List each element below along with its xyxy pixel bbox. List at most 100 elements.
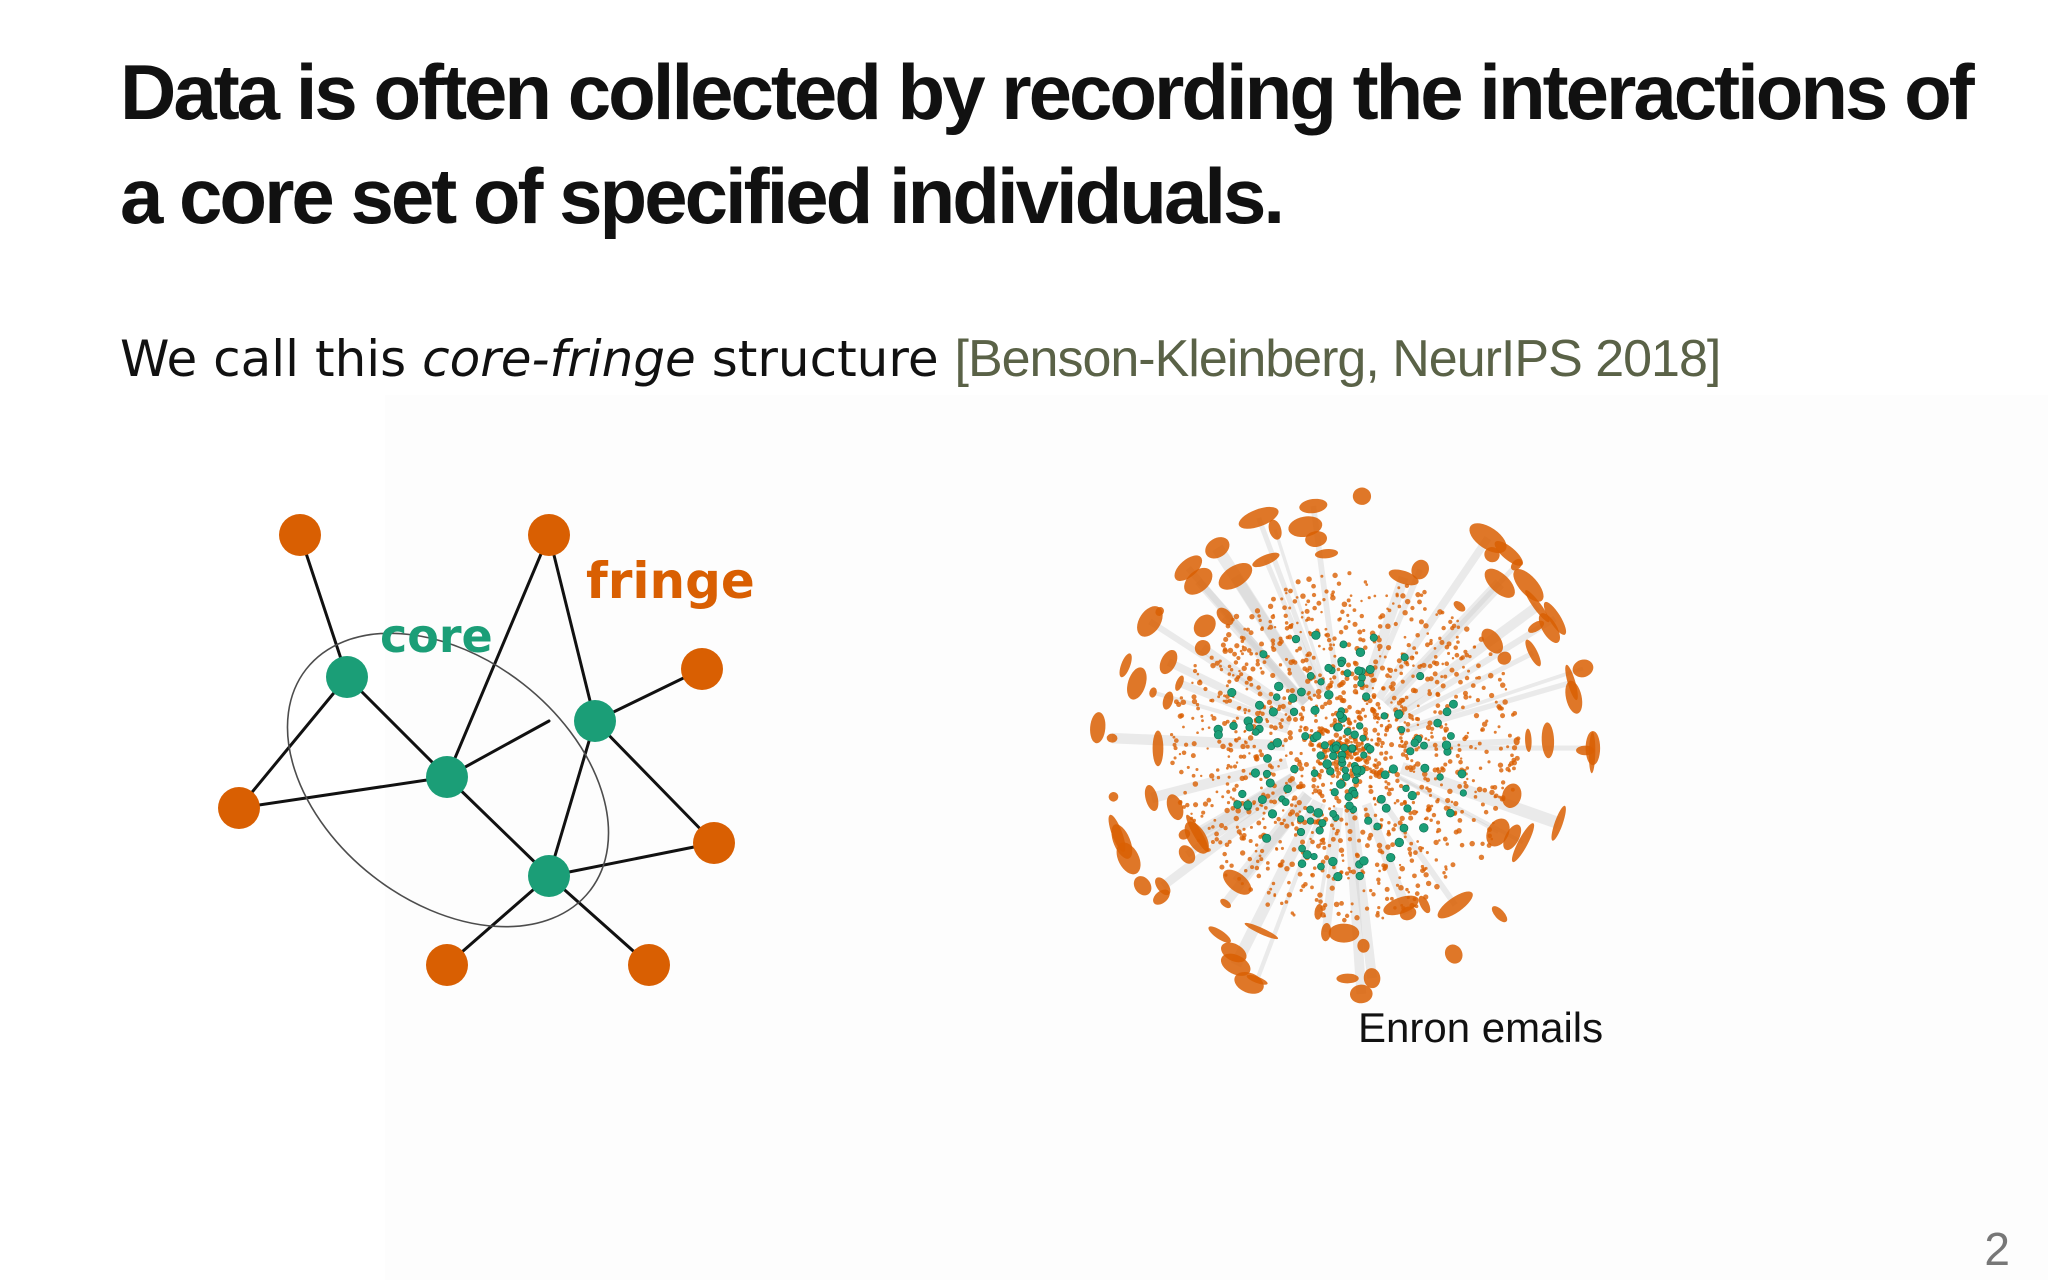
enron-fringe-dot: [1516, 736, 1521, 741]
enron-fringe-dot: [1198, 679, 1202, 683]
enron-fringe-dot: [1398, 876, 1402, 880]
enron-core-node: [1420, 741, 1428, 750]
enron-fringe-dot: [1211, 825, 1215, 829]
enron-core-node: [1394, 709, 1404, 719]
enron-fringe-dot: [1270, 638, 1276, 644]
enron-fringe-dot: [1464, 675, 1470, 681]
enron-fringe-dot: [1279, 758, 1283, 762]
enron-fringe-dot: [1209, 773, 1215, 779]
enron-fringe-dot: [1395, 883, 1400, 887]
enron-fringe-dot: [1349, 594, 1353, 597]
enron-fringe-dot: [1250, 865, 1255, 870]
enron-fringe-dot: [1229, 765, 1233, 769]
enron-core-node: [1298, 844, 1306, 853]
enron-fringe-dot: [1227, 755, 1231, 758]
enron-fringe-dot: [1500, 713, 1506, 719]
enron-fringe-dot: [1311, 592, 1317, 598]
fringe-node: [218, 787, 260, 829]
enron-fringe-dot: [1408, 851, 1413, 856]
enron-fringe-dot: [1191, 741, 1197, 747]
enron-fringe-dot: [1492, 784, 1498, 790]
enron-fringe-dot: [1244, 662, 1249, 667]
enron-fringe-dot: [1448, 619, 1453, 625]
enron-core-node: [1324, 663, 1333, 673]
enron-fringe-dot: [1488, 652, 1493, 657]
enron-fringe-dot: [1462, 665, 1465, 669]
enron-fringe-dot: [1330, 712, 1335, 717]
enron-fringe-dot: [1430, 804, 1434, 808]
enron-fringe-dot: [1233, 613, 1240, 620]
enron-fringe-dot: [1354, 852, 1359, 857]
enron-fringe-dot: [1320, 762, 1323, 766]
enron-fringe-dot: [1487, 672, 1494, 679]
enron-fringe-dot: [1332, 865, 1336, 870]
enron-fringe-dot: [1256, 685, 1261, 690]
enron-fringe-dot: [1221, 795, 1225, 799]
enron-fringe-dot: [1385, 644, 1392, 651]
enron-cluster: [1108, 792, 1119, 802]
enron-fringe-dot: [1291, 798, 1294, 801]
enron-fringe-dot: [1382, 866, 1387, 872]
enron-cluster: [1336, 973, 1359, 984]
enron-fringe-dot: [1480, 841, 1485, 846]
enron-fringe-dot: [1420, 868, 1426, 874]
enron-fringe-dot: [1192, 781, 1199, 787]
enron-fringe-dot: [1508, 761, 1514, 766]
enron-fringe-dot: [1238, 706, 1242, 710]
enron-cluster: [1418, 895, 1431, 914]
enron-fringe-dot: [1412, 897, 1417, 902]
enron-fringe-dot: [1282, 818, 1286, 822]
enron-fringe-dot: [1416, 717, 1421, 722]
enron-fringe-dot: [1300, 593, 1306, 599]
enron-fringe-dot: [1507, 769, 1511, 773]
fringe-node: [681, 648, 723, 690]
enron-fringe-dot: [1332, 572, 1338, 579]
enron-fringe-dot: [1346, 598, 1351, 603]
fringe-node: [528, 514, 570, 556]
enron-fringe-dot: [1320, 782, 1326, 787]
enron-fringe-dot: [1234, 783, 1239, 788]
enron-fringe-dot: [1270, 672, 1276, 679]
enron-fringe-dot: [1435, 767, 1440, 771]
enron-fringe-dot: [1413, 850, 1418, 856]
enron-cluster: [1238, 506, 1279, 529]
edge: [593, 719, 716, 845]
enron-fringe-dot: [1271, 881, 1276, 886]
enron-fringe-dot: [1173, 746, 1178, 751]
enron-fringe-dot: [1465, 766, 1470, 770]
enron-fringe-dot: [1440, 683, 1446, 689]
enron-fringe-dot: [1371, 695, 1377, 700]
enron-fringe-dot: [1449, 746, 1454, 750]
enron-fringe-dot: [1210, 698, 1215, 703]
enron-fringe-dot: [1243, 730, 1246, 733]
enron-fringe-dot: [1449, 667, 1455, 673]
enron-fringe-dot: [1421, 846, 1425, 850]
enron-cluster: [1491, 906, 1508, 923]
enron-fringe-dot: [1456, 640, 1460, 644]
enron-fringe-dot: [1403, 721, 1407, 724]
enron-fringe-dot: [1460, 809, 1464, 814]
enron-core-node: [1310, 705, 1320, 715]
enron-fringe-dot: [1434, 858, 1438, 862]
enron-fringe-dot: [1210, 714, 1214, 717]
enron-fringe-dot: [1361, 707, 1365, 712]
enron-fringe-dot: [1398, 783, 1404, 789]
enron-fringe-dot: [1377, 881, 1381, 885]
enron-fringe-dot: [1443, 875, 1448, 879]
enron-fringe-dot: [1298, 810, 1301, 813]
enron-fringe-dot: [1297, 871, 1303, 877]
enron-fringe-dot: [1478, 854, 1485, 861]
enron-fringe-dot: [1352, 621, 1358, 627]
edge: [445, 533, 551, 779]
enron-fringe-dot: [1344, 822, 1349, 826]
enron-fringe-dot: [1399, 865, 1406, 872]
enron-fringe-dot: [1241, 652, 1244, 656]
enron-fringe-dot: [1386, 607, 1389, 610]
enron-fringe-dot: [1224, 807, 1230, 814]
enron-fringe-dot: [1410, 759, 1414, 763]
enron-core-node: [1320, 741, 1329, 750]
core-node: [326, 656, 368, 698]
enron-fringe-dot: [1327, 740, 1333, 746]
enron-fringe-dot: [1374, 758, 1378, 762]
enron-core-node: [1306, 672, 1315, 680]
